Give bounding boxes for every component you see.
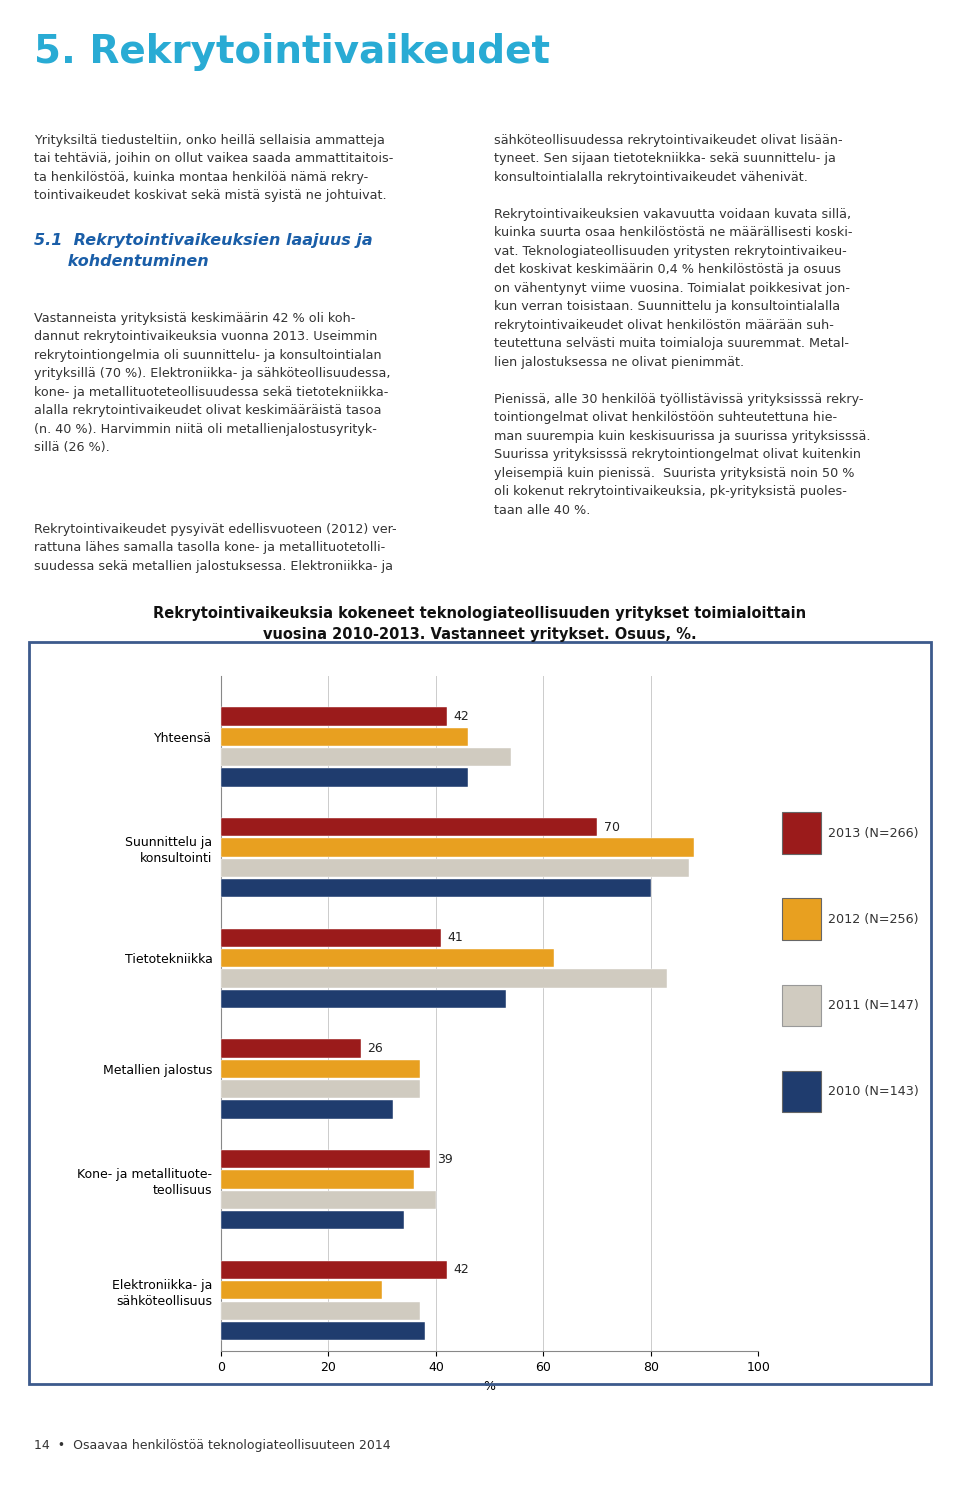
Text: Yrityksiltä tiedusteltiin, onko heillä sellaisia ammatteja
tai tehtäviä, joihin : Yrityksiltä tiedusteltiin, onko heillä s… bbox=[34, 134, 393, 202]
Text: sähköteollisuudessa rekrytointivaikeudet olivat lisään-
tyneet. Sen sijaan tieto: sähköteollisuudessa rekrytointivaikeudet… bbox=[494, 134, 871, 517]
Bar bbox=[221, 928, 442, 947]
Text: 2012 (N=256): 2012 (N=256) bbox=[828, 913, 919, 925]
Bar bbox=[221, 1060, 420, 1078]
Text: 5. Rekrytointivaikeudet: 5. Rekrytointivaikeudet bbox=[34, 33, 549, 71]
Text: 70: 70 bbox=[604, 821, 619, 833]
Text: 14  •  Osaavaa henkilöstöä teknologiateollisuuteen 2014: 14 • Osaavaa henkilöstöä teknologiateoll… bbox=[34, 1439, 390, 1452]
Bar bbox=[221, 1282, 382, 1299]
Bar bbox=[221, 748, 511, 766]
Bar bbox=[221, 838, 694, 857]
Text: 26: 26 bbox=[367, 1042, 383, 1054]
Bar bbox=[221, 818, 597, 836]
Bar bbox=[221, 1080, 420, 1099]
Bar bbox=[221, 728, 468, 745]
Bar bbox=[221, 858, 688, 878]
Text: 42: 42 bbox=[453, 710, 468, 723]
Bar bbox=[221, 768, 468, 787]
Bar bbox=[221, 1149, 430, 1169]
Text: Vastanneista yrityksistä keskimäärin 42 % oli koh-
dannut rekrytointivaikeuksia : Vastanneista yrityksistä keskimäärin 42 … bbox=[34, 312, 390, 454]
Bar bbox=[221, 1212, 403, 1230]
Bar bbox=[221, 949, 554, 967]
Bar bbox=[221, 989, 506, 1008]
Text: 39: 39 bbox=[437, 1152, 453, 1166]
Bar bbox=[221, 1191, 436, 1209]
Text: Rekrytointivaikeudet pysyivät edellisvuoteen (2012) ver-
rattuna lähes samalla t: Rekrytointivaikeudet pysyivät edellisvuo… bbox=[34, 523, 396, 573]
Bar bbox=[221, 1322, 425, 1339]
Text: 2010 (N=143): 2010 (N=143) bbox=[828, 1086, 920, 1097]
Bar bbox=[221, 1100, 393, 1118]
Bar bbox=[221, 707, 446, 726]
Bar bbox=[221, 1170, 415, 1189]
Text: 2013 (N=266): 2013 (N=266) bbox=[828, 827, 919, 839]
Text: Rekrytointivaikeuksia kokeneet teknologiateollisuuden yritykset toimialoittain
v: Rekrytointivaikeuksia kokeneet teknologi… bbox=[154, 606, 806, 642]
Bar bbox=[221, 970, 667, 988]
Text: 5.1  Rekrytointivaikeuksien laajuus ja
      kohdentuminen: 5.1 Rekrytointivaikeuksien laajuus ja ko… bbox=[34, 233, 372, 269]
Text: 42: 42 bbox=[453, 1264, 468, 1277]
X-axis label: %: % bbox=[484, 1380, 495, 1393]
Bar bbox=[221, 879, 651, 897]
Text: 2011 (N=147): 2011 (N=147) bbox=[828, 999, 920, 1011]
Bar bbox=[221, 1040, 361, 1057]
Bar bbox=[221, 1301, 420, 1320]
Bar bbox=[221, 1261, 446, 1279]
Text: 41: 41 bbox=[447, 931, 464, 944]
